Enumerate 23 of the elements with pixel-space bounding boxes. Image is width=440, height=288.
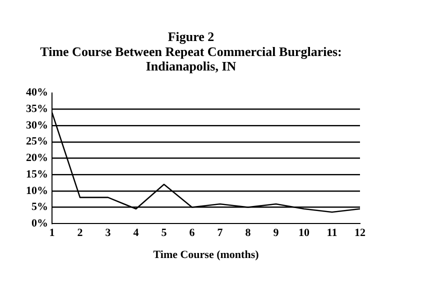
x-tick-label: 5	[161, 227, 168, 240]
x-tick-label: 3	[105, 227, 112, 240]
x-tick-label: 12	[354, 227, 366, 240]
y-tick-label: 10%	[26, 184, 48, 197]
x-tick-label: 11	[326, 227, 338, 240]
x-tick-label: 6	[189, 227, 196, 240]
y-tick-label: 40%	[26, 86, 48, 99]
x-tick-label: 8	[245, 227, 252, 240]
y-tick-label: 15%	[26, 168, 48, 180]
x-axis-title: Time Course (months)	[153, 249, 260, 262]
y-tick-label: 35%	[26, 103, 48, 116]
y-tick-label: 25%	[26, 136, 48, 148]
x-tick-label: 10	[298, 227, 310, 240]
x-tick-label: 1	[49, 227, 55, 240]
y-tick-label: 0%	[32, 217, 48, 230]
x-tick-label: 9	[273, 227, 280, 240]
x-tick-label: 7	[217, 227, 224, 240]
y-tick-label: 30%	[26, 119, 48, 132]
x-tick-label: 4	[133, 227, 140, 240]
y-tick-label: 20%	[26, 152, 48, 164]
y-tick-label: 5%	[32, 201, 48, 214]
x-tick-label: 2	[77, 227, 84, 240]
chart-title: Figure 2 Time Course Between Repeat Commercial Burglaries: Indianapolis, IN	[40, 28, 342, 74]
